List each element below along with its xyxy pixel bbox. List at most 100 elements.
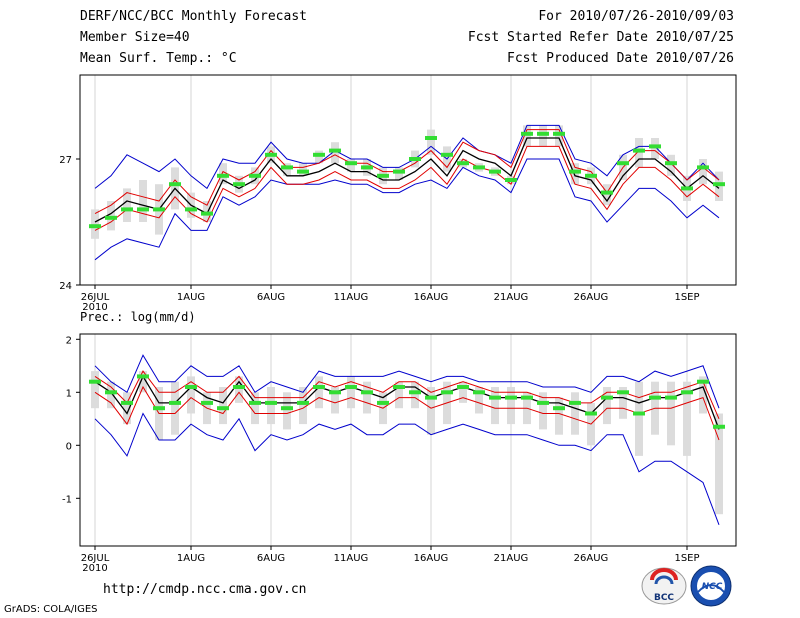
obs-marker-14 [297,169,309,174]
obs-marker-39 [697,165,709,170]
obs-marker-32 [585,411,597,416]
obs-marker-18 [361,390,373,395]
obs-marker-31 [569,400,581,405]
grads-credit: GrADS: COLA/IGES [4,604,98,615]
obs-marker-29 [537,131,549,136]
source-url: http://cmdp.ncc.cma.gov.cn [103,582,307,597]
precipitation-panel: -1 0 1 2 26JUL 1AUG 6AUG 11AUG 16AUG 21AUG 26AUG 1S… [62,333,737,574]
obs-marker-37 [665,161,677,166]
obs-marker-10 [233,385,245,389]
obs-marker-40 [713,424,725,429]
x-tick-label-6: 26AUG [574,292,609,303]
obs-marker-27 [505,178,517,182]
obs-marker-25 [473,165,485,170]
obs-bar-29 [539,125,547,147]
obs-marker-14 [297,400,309,405]
obs-marker-35 [633,148,645,153]
obs-marker-6 [169,400,181,405]
obs-bar-1 [91,371,99,409]
obs-marker-5 [153,406,165,411]
obs-marker-29 [537,400,549,405]
obs-bar-33 [603,387,611,425]
obs-bar-2 [107,201,115,231]
x-tick-label-3: 11AUG [334,292,369,303]
variable-label: Mean Surf. Temp.: °C [80,51,237,66]
obs-bar-15 [315,376,323,409]
obs-bar-34 [619,387,627,419]
obs-bar-39 [699,376,707,414]
obs-bar-14 [299,387,307,425]
obs-bar-17 [347,159,355,172]
obs-marker-9 [217,173,229,178]
ncc-logo: NCC [690,565,732,607]
obs-marker-1 [89,379,101,384]
x-year-label: 2010 [82,302,107,313]
obs-marker-24 [457,385,469,389]
ensemble-mean-line [94,137,720,223]
obs-bar-20 [395,167,403,180]
x-tick-label-0: 26JUL [81,553,110,564]
envelope-max-line [94,354,720,409]
obs-bar-14 [299,163,307,176]
obs-marker-17 [345,161,357,166]
obs-marker-20 [393,169,405,174]
x-tick-label-4: 16AUG [414,553,449,564]
obs-marker-31 [569,169,581,174]
obs-bar-8 [203,201,211,222]
x-tick-label-7: 1SEP [674,292,699,303]
obs-bar-35 [635,381,643,456]
obs-bar-4 [139,371,147,393]
envelope-max-line [94,124,720,190]
chart-title: DERF/NCC/BCC Monthly Forecast [80,9,307,24]
obs-marker-3 [121,400,133,405]
x-year-label: 2010 [82,563,107,574]
obs-marker-6 [169,182,181,187]
obs-marker-21 [409,390,421,395]
obs-marker-33 [601,190,613,195]
obs-bar-33 [603,184,611,206]
obs-bar-40 [715,171,723,201]
obs-marker-7 [185,207,197,212]
y-tick-label-1: 0 [66,441,72,452]
bcc-logo-text: BCC [654,593,674,603]
obs-bar-1 [91,209,99,239]
obs-marker-16 [329,390,341,395]
y-tick-label-1: 27 [59,155,72,166]
obs-marker-22 [425,136,437,140]
obs-bar-25 [475,387,483,414]
obs-bar-22 [427,129,435,155]
obs-marker-39 [697,379,709,384]
obs-bar-6 [171,381,179,435]
obs-bar-39 [699,159,707,185]
obs-marker-1 [89,224,101,229]
obs-bar-27 [507,387,515,425]
obs-marker-38 [681,390,693,395]
obs-marker-9 [217,406,229,411]
obs-marker-17 [345,385,357,389]
obs-marker-4 [137,374,149,379]
obs-bar-7 [187,376,195,414]
obs-marker-10 [233,182,245,187]
obs-marker-2 [105,390,117,395]
obs-marker-33 [601,395,613,400]
obs-marker-24 [457,161,469,166]
x-tick-label-0: 26JUL [81,292,110,303]
x-tick-label-2: 6AUG [257,553,285,564]
x-tick-label-1: 1AUG [177,553,205,564]
obs-bar-17 [347,376,355,409]
obs-bar-24 [459,381,467,403]
obs-bar-21 [411,381,419,409]
obs-marker-15 [313,152,325,157]
obs-marker-34 [617,161,629,166]
obs-bar-11 [251,392,259,425]
obs-marker-23 [441,390,453,395]
obs-bar-37 [667,381,675,446]
obs-bar-9 [219,387,227,425]
obs-marker-38 [681,186,693,191]
obs-marker-5 [153,207,165,212]
precip-panel-title: Prec.: log(mm/d) [80,310,196,324]
header-left: DERF/NCC/BCC Monthly Forecast Member Siz… [80,9,307,72]
obs-bar-18 [363,381,371,414]
obs-bar-15 [315,150,323,164]
